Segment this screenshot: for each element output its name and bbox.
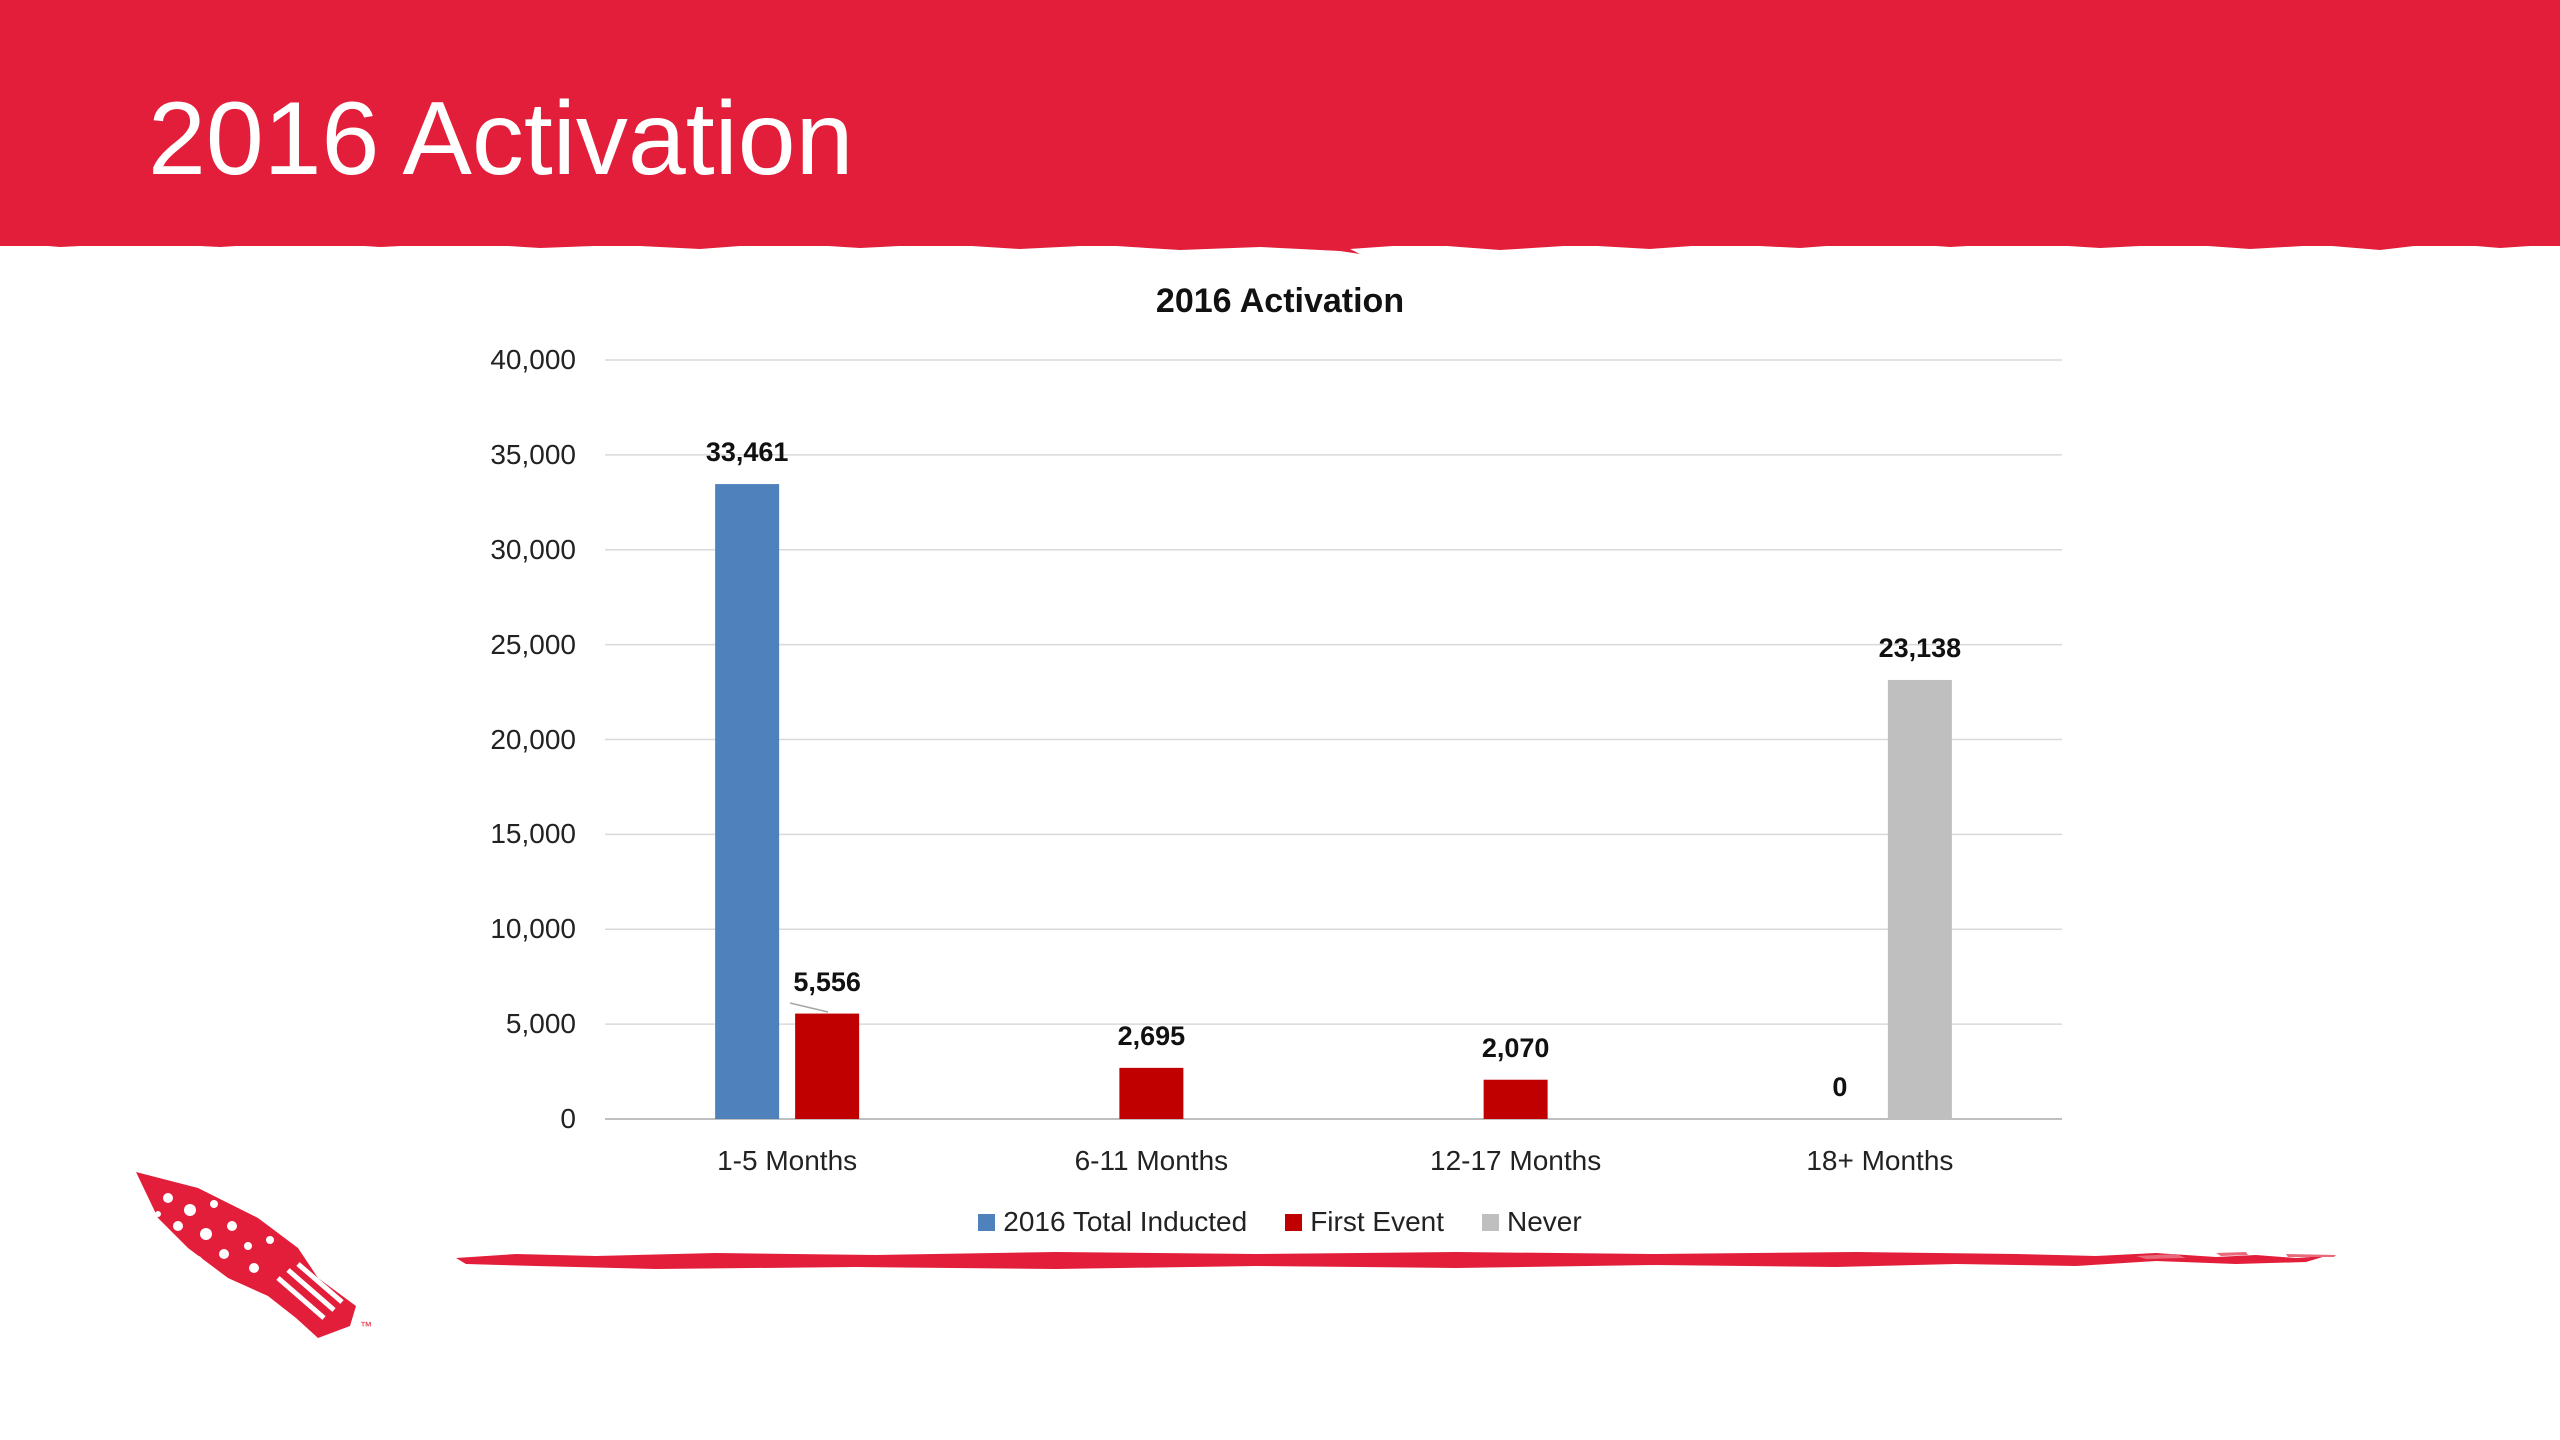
y-tick-label: 40,000 [490,344,576,375]
legend-label: First Event [1310,1206,1444,1237]
header-brush-edge [0,230,2560,254]
y-tick-label: 0 [560,1103,576,1134]
chart-title: 2016 Activation [1155,282,1405,320]
data-label: 33,461 [705,437,789,468]
trademark-symbol: ™ [360,1319,372,1333]
bar-first-event-0 [795,1013,860,1119]
x-tick-label: 12-17 Months [1430,1145,1602,1176]
legend-label: Never [1507,1206,1582,1237]
legend-item: 2016 Total Inducted [978,1206,1247,1238]
header-banner [0,0,2560,246]
x-tick-label: 1-5 Months [717,1145,858,1176]
legend-swatch [1285,1213,1303,1231]
legend-item: Never [1482,1206,1582,1238]
y-tick-label: 15,000 [490,818,576,850]
data-label: 2,695 [1117,1020,1186,1051]
bar-first-event-1 [1119,1067,1184,1119]
data-label: 2,070 [1481,1032,1550,1063]
x-tick-label: 6-11 Months [1074,1145,1229,1176]
data-label-leader-line [789,1002,829,1013]
slide-title: 2016 Activation [148,81,854,197]
data-label: 0 [1832,1072,1848,1102]
data-label: 23,138 [1878,632,1962,663]
y-tick-label: 20,000 [490,723,576,755]
y-tick-label: 35,000 [490,438,576,470]
y-tick-label: 25,000 [490,628,576,660]
y-tick-label: 5,000 [505,1008,576,1040]
legend-label: 2016 Total Inducted [1003,1206,1248,1237]
legend-swatch [1482,1213,1499,1231]
arrowhead-logo-icon: ™ [136,1172,372,1338]
x-tick-label: 18+ Months [1806,1145,1954,1176]
chart-legend: 2016 Total Inducted First Event Never [0,1206,2560,1238]
y-tick-label: 30,000 [490,533,576,565]
brush-stroke-divider [456,1252,2336,1269]
bar-first-event-2 [1483,1079,1548,1119]
bar-never-3 [1887,679,1952,1119]
data-label: 5,556 [793,966,861,997]
bar-2016-total-inducted-0 [715,484,780,1119]
y-tick-label: 10,000 [490,913,576,945]
legend-swatch [978,1213,996,1231]
legend-item: First Event [1285,1206,1444,1238]
